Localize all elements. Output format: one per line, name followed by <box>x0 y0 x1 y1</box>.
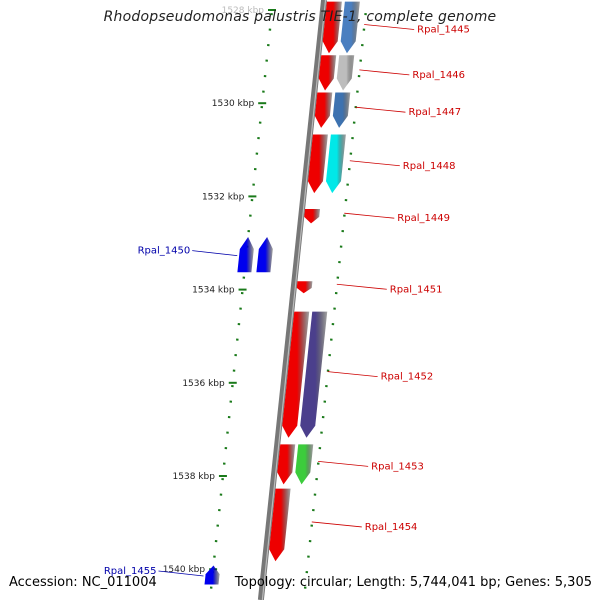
cog-arrow <box>295 444 314 485</box>
cog-arrow <box>332 92 351 128</box>
cds-arrow <box>296 281 313 294</box>
gene-label: Rpal_1445 <box>417 24 470 35</box>
gene-leader-line <box>311 521 362 528</box>
cds-arrow <box>307 134 328 194</box>
kbp-tick-label: 1528 kbp <box>222 6 265 16</box>
cds-arrow <box>269 488 291 562</box>
cog-arrow <box>325 134 346 194</box>
gene-leader-line <box>192 250 238 257</box>
gene-label: Rpal_1454 <box>365 522 418 533</box>
genome-title: Rhodopseudomonas palustris TIE-1, comple… <box>103 9 497 25</box>
cds-arrow <box>204 565 220 585</box>
cds-arrow <box>314 92 333 128</box>
gene-label: Rpal_1452 <box>381 372 434 383</box>
kbp-tick-label: 1540 kbp <box>163 565 206 575</box>
kbp-tick-label: 1534 kbp <box>192 286 235 296</box>
gene-label: Rpal_1453 <box>371 461 424 472</box>
gene-Rpal_1447: Rpal_1447 <box>314 92 461 128</box>
gene-leader-line <box>349 160 400 167</box>
kbp-tick-label: 1530 kbp <box>212 99 255 109</box>
cog-arrow <box>336 55 355 91</box>
gene-Rpal_1452: Rpal_1452 <box>282 311 434 438</box>
gene-Rpal_1448: Rpal_1448 <box>307 134 456 194</box>
kbp-tick-label: 1536 kbp <box>182 379 225 389</box>
gene-Rpal_1449: Rpal_1449 <box>304 209 450 224</box>
gene-leader-line <box>318 460 369 467</box>
cog-arrow <box>256 237 273 273</box>
cds-arrow <box>318 55 337 91</box>
genome-backbone-highlight <box>261 0 327 600</box>
gene-label: Rpal_1447 <box>408 107 461 118</box>
gene-Rpal_1450: Rpal_1450 <box>138 237 273 273</box>
gene-label: Rpal_1446 <box>412 70 465 81</box>
gene-Rpal_1445: Rpal_1445 <box>322 1 470 54</box>
genome-summary: Topology: circular; Length: 5,744,041 bp… <box>234 575 592 590</box>
cds-arrow <box>237 237 254 273</box>
gene-label: Rpal_1448 <box>403 161 456 172</box>
gene-leader-line <box>158 570 204 577</box>
gene-leader-line <box>327 371 378 378</box>
gene-Rpal_1446: Rpal_1446 <box>318 55 465 91</box>
gene-Rpal_1454: Rpal_1454 <box>269 488 418 562</box>
gene-Rpal_1451: Rpal_1451 <box>296 281 443 295</box>
genome-backbone <box>257 0 328 600</box>
gene-leader-line <box>344 212 395 219</box>
gene-Rpal_1455: Rpal_1455 <box>104 565 220 585</box>
kbp-tick-label: 1532 kbp <box>202 192 245 202</box>
inner-dot-ring <box>209 13 273 589</box>
cds-arrow <box>322 1 342 54</box>
kbp-tick-label: 1538 kbp <box>173 472 216 482</box>
gene-leader-line <box>355 106 406 113</box>
cds-arrow <box>277 444 296 485</box>
gene-label: Rpal_1451 <box>390 284 443 295</box>
gene-leader-line <box>364 24 415 30</box>
gene-leader-line <box>359 69 410 76</box>
cds-arrow <box>282 311 310 438</box>
gene-Rpal_1453: Rpal_1453 <box>277 444 424 485</box>
gene-label: Rpal_1449 <box>397 213 450 224</box>
gene-label: Rpal_1450 <box>138 246 191 257</box>
cog-arrow <box>300 311 328 438</box>
kbp-scale: 1528 kbp 1530 kbp 1532 kbp 1534 kbp 1536 kbp… <box>163 6 276 575</box>
cds-arrow <box>304 209 321 224</box>
gene-leader-line <box>336 283 387 290</box>
cog-arrow <box>340 1 360 54</box>
gene-label: Rpal_1455 <box>104 566 157 577</box>
accession-label: Accession: NC_011004 <box>9 575 157 590</box>
